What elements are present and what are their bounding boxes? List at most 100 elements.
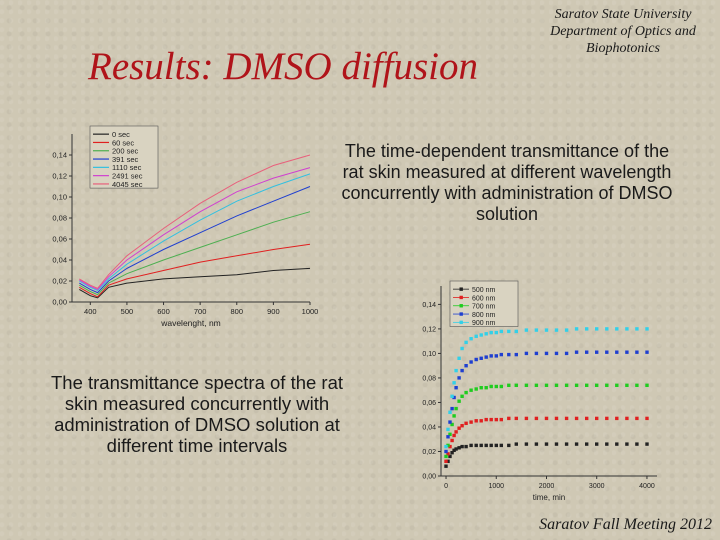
y-tick-label: 0,08 xyxy=(52,214,67,223)
y-tick-label: 0,14 xyxy=(422,302,436,309)
x-tick-label: 1000 xyxy=(302,307,319,316)
institution-line-3: Biophotonics xyxy=(586,41,660,56)
data-point xyxy=(457,376,461,380)
data-point xyxy=(635,383,639,387)
data-point xyxy=(544,416,549,421)
data-point xyxy=(645,442,649,446)
data-point xyxy=(645,416,649,421)
data-point xyxy=(469,443,473,448)
data-point xyxy=(448,432,452,436)
description-bottom: The transmittance spectra of the rat ski… xyxy=(50,372,344,456)
data-point xyxy=(464,364,468,368)
legend-label: 4045 sec xyxy=(112,180,143,189)
data-point xyxy=(446,435,450,439)
data-point xyxy=(474,357,478,362)
data-point xyxy=(554,383,559,387)
data-point xyxy=(524,328,529,332)
x-tick-label: 1000 xyxy=(488,483,504,490)
data-point xyxy=(534,416,539,421)
data-point xyxy=(457,426,461,430)
data-point xyxy=(452,381,456,385)
data-point xyxy=(469,360,473,364)
data-point xyxy=(544,328,549,332)
data-point xyxy=(574,442,579,446)
data-point xyxy=(494,443,498,448)
data-point xyxy=(635,350,639,354)
data-point xyxy=(564,328,569,332)
data-point xyxy=(544,383,549,387)
legend-label: 391 sec xyxy=(112,155,139,164)
data-point xyxy=(464,444,468,449)
data-point xyxy=(554,416,559,421)
data-point xyxy=(484,417,488,422)
data-point xyxy=(448,444,452,449)
data-point xyxy=(446,459,450,463)
data-point xyxy=(450,394,454,398)
data-point xyxy=(625,442,629,446)
data-point xyxy=(574,350,579,354)
data-point xyxy=(479,333,483,337)
data-point xyxy=(499,329,503,334)
data-point xyxy=(544,351,549,356)
data-point xyxy=(450,406,454,411)
data-point xyxy=(494,354,498,358)
data-point xyxy=(574,383,579,387)
data-point xyxy=(484,443,488,448)
data-point xyxy=(499,417,503,422)
data-point xyxy=(452,448,456,452)
data-point xyxy=(444,464,448,468)
data-point xyxy=(454,386,458,390)
institution-line-2: Department of Optics and xyxy=(550,24,696,39)
data-point xyxy=(635,442,639,446)
data-point xyxy=(444,454,448,459)
series-line xyxy=(79,167,311,291)
data-point xyxy=(554,442,559,446)
data-point xyxy=(507,352,511,357)
data-point xyxy=(595,350,599,354)
x-tick-label: 4000 xyxy=(639,483,655,490)
data-point xyxy=(524,351,529,356)
x-axis-label: time, min xyxy=(533,493,565,502)
data-point xyxy=(625,350,629,354)
data-point xyxy=(452,395,456,400)
data-point xyxy=(595,383,599,387)
data-point xyxy=(615,383,619,387)
y-tick-label: 0,12 xyxy=(422,326,436,333)
legend-box xyxy=(89,125,159,189)
data-point xyxy=(494,384,498,389)
x-tick-label: 600 xyxy=(157,307,170,316)
data-point xyxy=(450,438,454,443)
kinetics-chart: 0 1000 2000 3000 4000 0,00 0,02 0,04 0,06 0,08 0,1… xyxy=(422,280,657,502)
legend-marker xyxy=(459,295,463,300)
data-point xyxy=(585,383,589,387)
data-point xyxy=(585,327,589,331)
data-point xyxy=(645,327,649,331)
legend-label: 800 nm xyxy=(472,312,496,319)
y-tick-label: 0,00 xyxy=(422,474,436,481)
data-point xyxy=(514,352,518,357)
data-point xyxy=(452,414,456,418)
legend-label: 60 sec xyxy=(112,138,134,147)
y-tick-label: 0,02 xyxy=(52,277,67,286)
data-point xyxy=(499,352,503,357)
legend-marker xyxy=(459,320,463,325)
data-point xyxy=(479,443,483,448)
slide-title: Results: DMSO diffusion xyxy=(88,45,478,88)
data-point xyxy=(446,427,450,432)
y-tick-label: 0,04 xyxy=(52,256,67,265)
data-point xyxy=(460,444,464,449)
data-point xyxy=(450,422,454,427)
data-point xyxy=(464,421,468,425)
data-point xyxy=(514,329,518,334)
data-point xyxy=(460,368,464,373)
data-point xyxy=(460,394,464,398)
y-tick-label: 0,10 xyxy=(52,193,67,202)
data-point xyxy=(494,417,498,422)
x-tick-label: 500 xyxy=(121,307,134,316)
data-point xyxy=(564,442,569,446)
data-point xyxy=(474,334,478,338)
data-point xyxy=(479,386,483,390)
data-point xyxy=(564,416,569,421)
data-point xyxy=(489,443,493,448)
legend-marker xyxy=(459,287,463,291)
